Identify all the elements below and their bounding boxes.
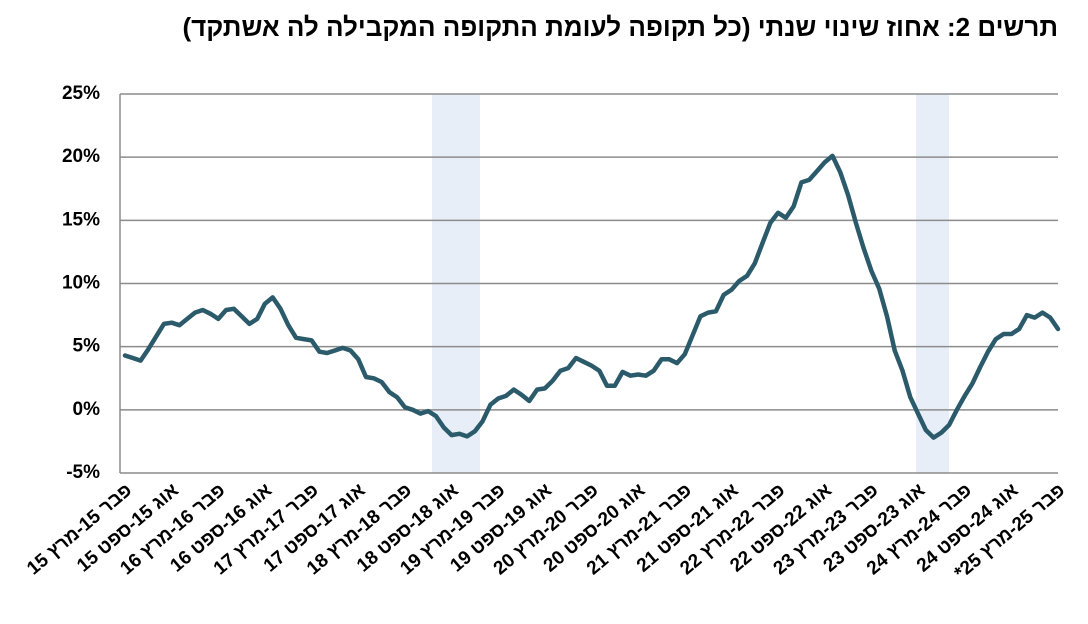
y-tick-label: 15% [62, 209, 100, 230]
chart-title: תרשים 2: אחוז שינוי שנתי (כל תקופה לעומת… [182, 12, 1058, 42]
y-tick-label: 20% [62, 146, 100, 167]
data-line [122, 153, 1061, 440]
y-tick-label: 10% [62, 273, 100, 294]
y-tick-label: 0% [73, 399, 101, 420]
y-tick-label: -5% [66, 462, 100, 483]
y-tick-label: 25% [62, 83, 100, 104]
y-tick-label: 5% [73, 336, 101, 357]
